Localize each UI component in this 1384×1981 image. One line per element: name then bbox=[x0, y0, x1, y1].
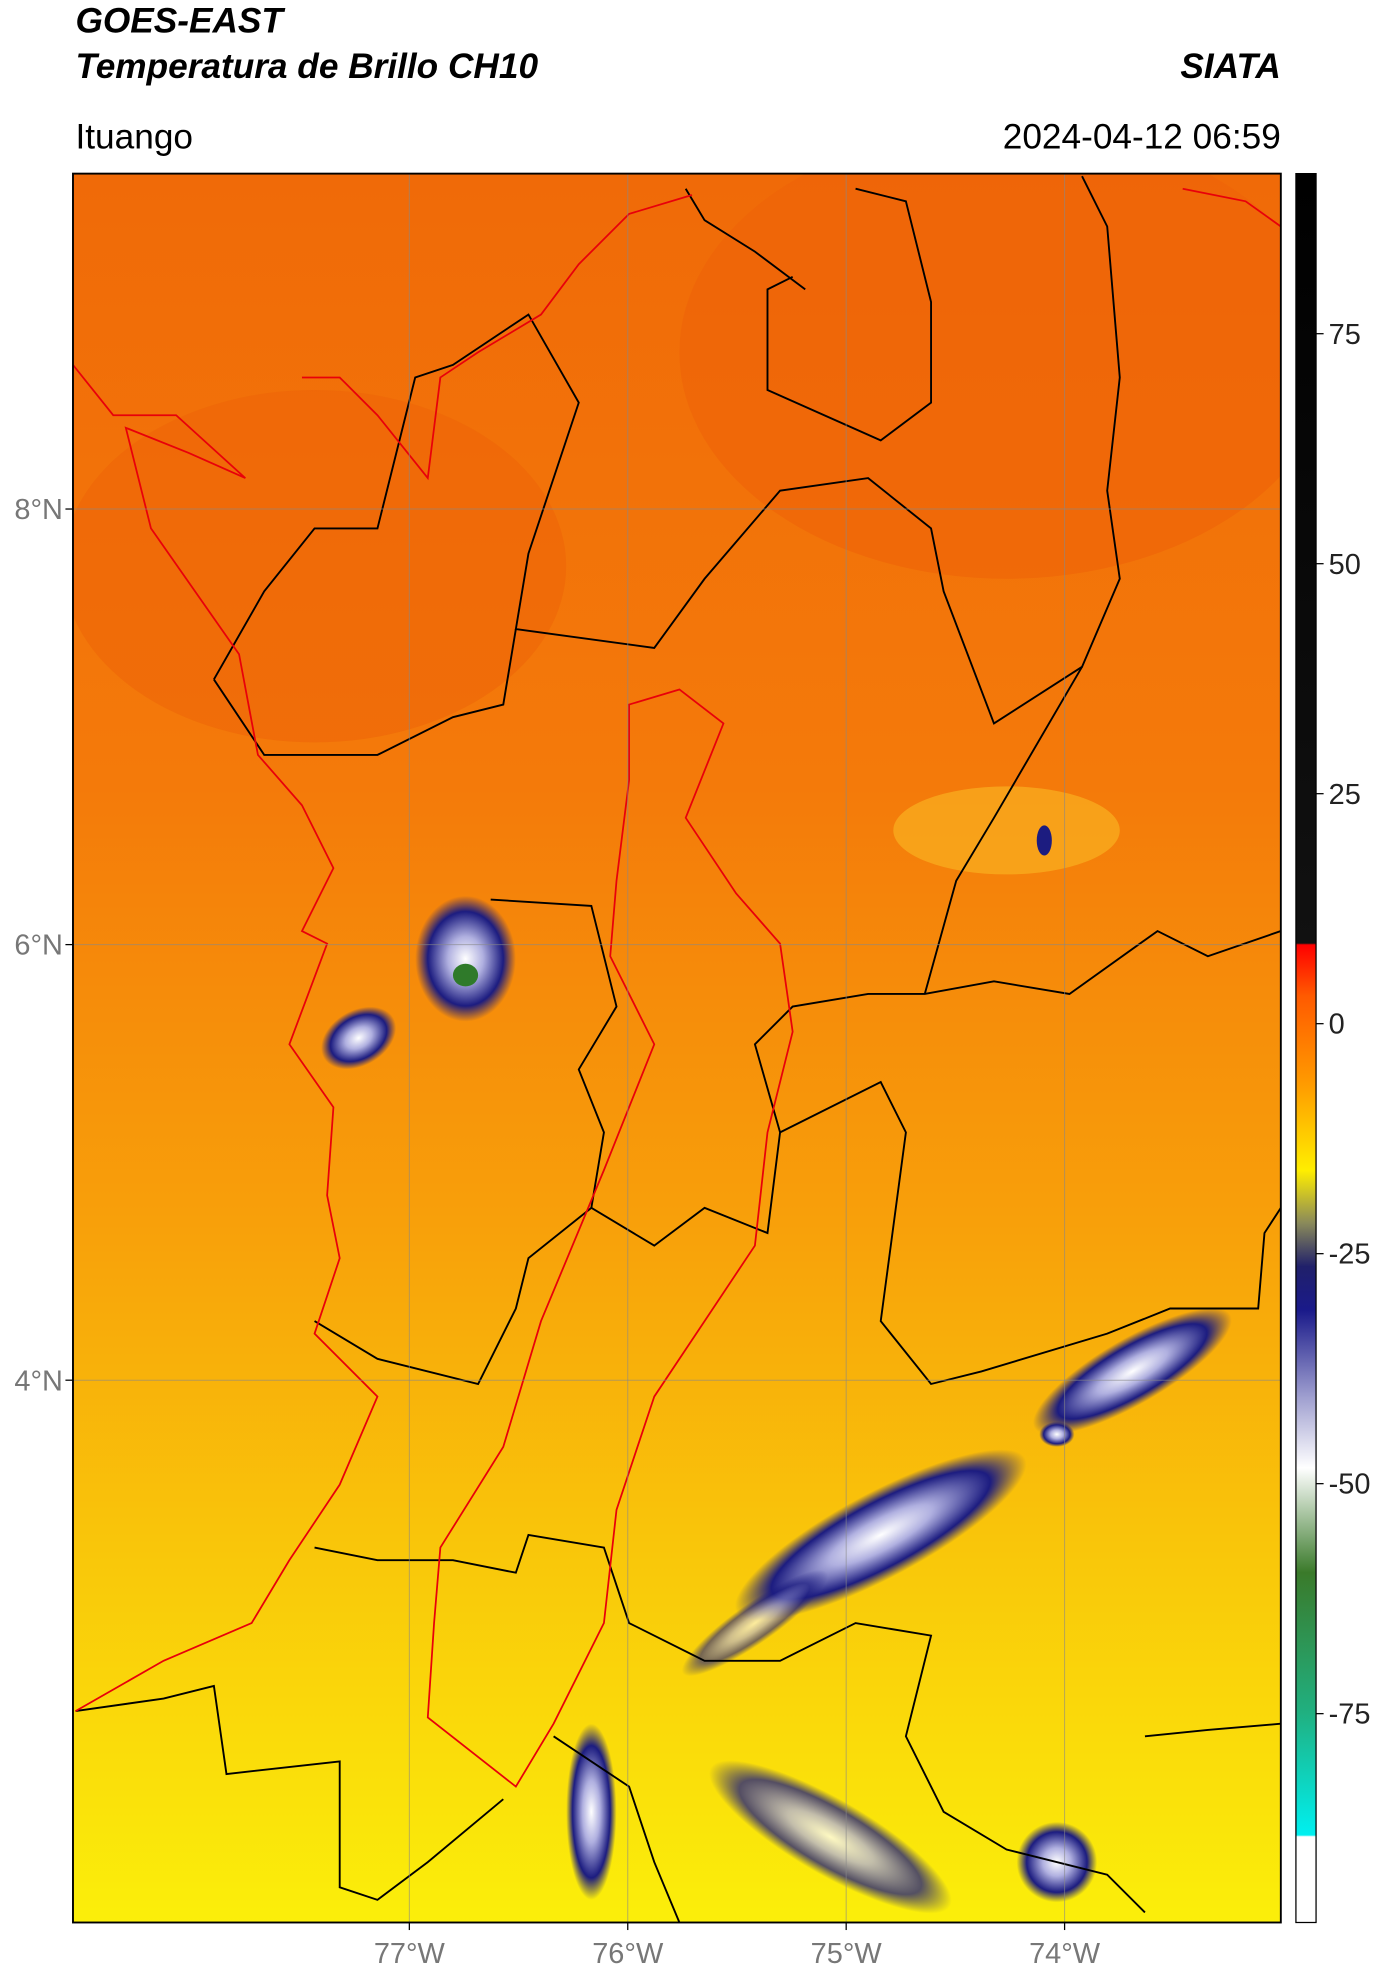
colorbar-tick-label: 75 bbox=[1329, 319, 1361, 351]
cloud bbox=[415, 895, 516, 1022]
borders bbox=[75, 175, 1281, 1923]
cloud-band bbox=[709, 1760, 952, 1914]
colorbar-tick-label: 25 bbox=[1329, 779, 1361, 811]
colorbar-tick-label: -75 bbox=[1329, 1699, 1371, 1731]
colorbar-tick-label: -50 bbox=[1329, 1469, 1371, 1501]
y-tick-label: 4°N bbox=[14, 1365, 63, 1397]
colorbar-tick-label: -25 bbox=[1329, 1239, 1371, 1271]
warm-region bbox=[679, 173, 1281, 579]
colorbar-tick-label: 0 bbox=[1329, 1009, 1345, 1041]
title-line2: Temperatura de Brillo CH10 bbox=[75, 47, 538, 86]
title-line1: GOES-EAST bbox=[75, 2, 285, 41]
y-tick-label: 6°N bbox=[14, 930, 63, 962]
x-tick-label: 75°W bbox=[811, 1938, 883, 1970]
cloud-band bbox=[1032, 1308, 1232, 1435]
map-frame bbox=[72, 172, 1282, 1924]
cloud bbox=[1036, 825, 1052, 856]
x-tick-label: 76°W bbox=[592, 1938, 664, 1970]
colorbar-tick-label: 50 bbox=[1329, 549, 1361, 581]
map-layer bbox=[72, 173, 1281, 1923]
source: SIATA bbox=[1180, 47, 1280, 86]
datetime: 2024-04-12 06:59 bbox=[1003, 117, 1281, 156]
warm-region bbox=[72, 390, 567, 743]
cloud bbox=[566, 1723, 617, 1900]
cloud bbox=[321, 1006, 397, 1070]
coastline bbox=[72, 187, 1281, 1788]
x-tick-label: 77°W bbox=[374, 1938, 446, 1970]
colorbar bbox=[1295, 172, 1317, 1924]
region: Ituango bbox=[75, 117, 193, 156]
y-tick-label: 8°N bbox=[14, 494, 63, 526]
cool-band bbox=[893, 786, 1120, 875]
cloud-core bbox=[452, 963, 479, 987]
cloud-band bbox=[681, 1569, 828, 1677]
grid bbox=[72, 173, 1281, 1923]
cloud bbox=[1039, 1421, 1075, 1447]
x-tick-label: 74°W bbox=[1029, 1938, 1101, 1970]
